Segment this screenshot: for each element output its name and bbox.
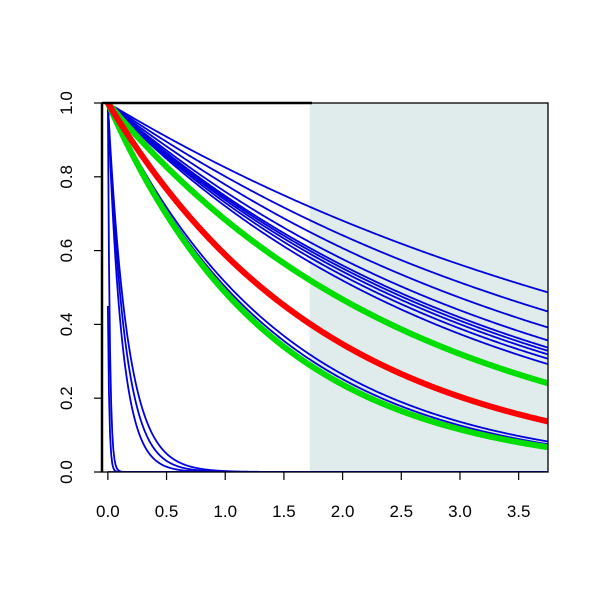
series-line-blue-9 — [107, 103, 548, 443]
y-tick-label: 0.6 — [57, 239, 76, 263]
series-line-blue-6 — [107, 103, 548, 356]
series-line-blue-3 — [107, 103, 548, 342]
series-line-blue-7 — [107, 103, 548, 360]
series-layer — [105, 103, 548, 472]
series-line-blue-12 — [106, 103, 548, 472]
y-tick-label: 0.8 — [57, 165, 76, 189]
y-tick-label: 1.0 — [57, 91, 76, 115]
series-line-blue-5 — [107, 103, 548, 352]
series-line-blue-4 — [107, 103, 548, 349]
y-tick-label: 0.2 — [57, 386, 76, 410]
x-tick-label: 3.5 — [507, 502, 531, 521]
x-tick-label: 1.0 — [213, 502, 237, 521]
series-line-green-17 — [105, 103, 548, 387]
x-tick-label: 2.5 — [389, 502, 413, 521]
x-tick-label: 0.5 — [155, 502, 179, 521]
series-line-red-19 — [105, 103, 548, 425]
series-line-green-18 — [105, 103, 548, 451]
series-line-blue-2 — [107, 103, 548, 329]
series-line-blue-8 — [107, 103, 548, 366]
y-tick-label: 0.4 — [57, 313, 76, 337]
x-tick-label: 2.0 — [331, 502, 355, 521]
series-line-blue-1 — [107, 103, 548, 313]
y-tick-label: 0.0 — [57, 460, 76, 484]
series-line-blue-13 — [106, 103, 548, 472]
x-tick-label: 1.5 — [272, 502, 296, 521]
x-tick-label: 0.0 — [96, 502, 120, 521]
x-tick-label: 3.0 — [448, 502, 472, 521]
series-line-blue-0 — [107, 103, 548, 294]
x-axis: 0.0 0.5 1.0 1.5 2.0 2.5 3.0 3.5 — [96, 472, 530, 521]
series-line-blue-11 — [106, 103, 548, 472]
y-axis: 0.0 0.2 0.4 0.6 0.8 1.0 — [57, 91, 102, 484]
